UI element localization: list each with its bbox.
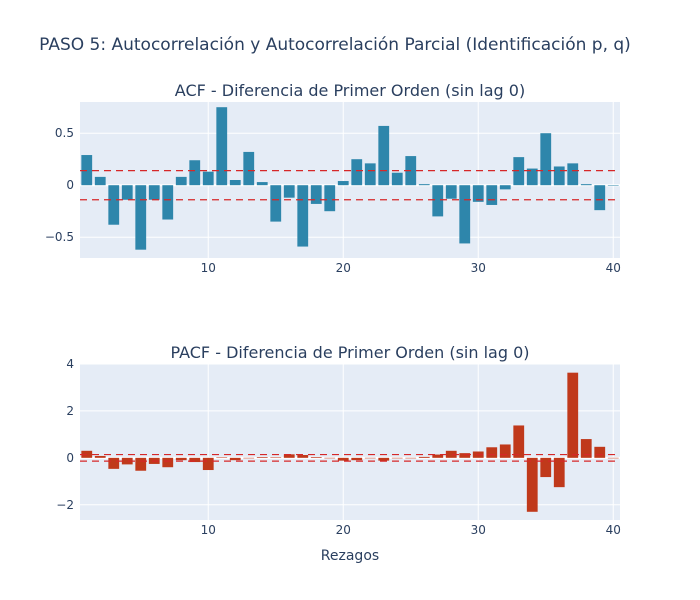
acf-bar [580, 184, 592, 186]
acf-bar [459, 185, 471, 244]
acf-ytick-label: 0 [66, 178, 74, 192]
pacf-bar [310, 457, 322, 458]
acf-title: ACF - Diferencia de Primer Orden (sin la… [175, 81, 525, 100]
acf-bar [499, 185, 511, 190]
pacf-bar [121, 457, 133, 465]
acf-bar [540, 133, 552, 186]
acf-bar [378, 125, 390, 186]
pacf-bar [513, 425, 525, 458]
acf-bar [256, 182, 268, 186]
acf-bar [310, 185, 322, 204]
pacf-bar [324, 457, 336, 459]
pacf-bar [445, 450, 457, 458]
pacf-bar [108, 457, 120, 469]
pacf-xlabel: Rezagos [321, 548, 379, 564]
pacf-xtick-label: 40 [606, 523, 621, 537]
acf-bar [162, 185, 174, 220]
acf-bar [553, 166, 565, 186]
acf-bar [270, 185, 282, 222]
pacf-bar [364, 457, 376, 459]
acf-bar [297, 185, 309, 247]
pacf-bar [594, 446, 606, 458]
pacf-bar [94, 455, 106, 458]
acf-xtick-label: 10 [201, 261, 216, 275]
pacf-bar [216, 457, 228, 458]
pacf-bar [459, 453, 471, 458]
pacf-bar [540, 457, 552, 478]
pacf-xtick-label: 30 [471, 523, 486, 537]
pacf-bar [580, 439, 592, 458]
acf-bar [418, 184, 430, 186]
pacf-bar [297, 455, 309, 458]
pacf-bar [553, 457, 565, 488]
figure-title: PASO 5: Autocorrelación y Autocorrelació… [39, 35, 631, 55]
pacf-ytick-label: −2 [56, 498, 74, 512]
pacf-bar [405, 457, 417, 459]
acf-bar [486, 185, 498, 205]
pacf-plot-area [80, 364, 620, 520]
acf-bar [175, 176, 187, 186]
acf-bar [108, 185, 120, 225]
pacf-xtick-label: 10 [201, 523, 216, 537]
pacf-bar [270, 457, 282, 458]
pacf-bar [162, 457, 174, 468]
acf-bar [216, 107, 228, 186]
acf-bar [324, 185, 336, 212]
acf-xtick-label: 40 [606, 261, 621, 275]
acf-bar [189, 160, 201, 186]
pacf-bar [486, 447, 498, 458]
pacf-bar [256, 457, 268, 458]
acf-bar [94, 176, 106, 186]
acf-plot-area [80, 102, 620, 258]
acf-bar [121, 185, 133, 200]
acf-xtick-label: 30 [471, 261, 486, 275]
acf-ytick-label: 0.5 [55, 126, 74, 140]
acf-bar [391, 172, 403, 186]
acf-bar [283, 185, 295, 198]
pacf-bar [243, 457, 255, 459]
acf-bar [364, 163, 376, 186]
pacf-bar [432, 454, 444, 458]
pacf-bar [175, 457, 187, 461]
acf-xtick-label: 20 [336, 261, 351, 275]
pacf-bar [351, 457, 363, 461]
pacf-bar [283, 454, 295, 458]
pacf-xtick-label: 20 [336, 523, 351, 537]
acf-panel: 10 20 30 40 −0.5 0 0.5 ACF - Diferencia de Pri… [45, 81, 621, 275]
acf-bar [567, 163, 579, 186]
pacf-bar [526, 457, 538, 512]
pacf-bar [202, 457, 214, 471]
acf-bar [243, 151, 255, 186]
acf-bar [472, 185, 484, 202]
pacf-bar [567, 372, 579, 458]
pacf-bar [378, 457, 390, 461]
acf-bar [229, 180, 241, 186]
acf-ytick-label: −0.5 [45, 230, 74, 244]
acf-bar [148, 185, 160, 200]
acf-bar [526, 168, 538, 186]
pacf-bar [135, 457, 147, 471]
acf-bar [351, 159, 363, 186]
pacf-bar [499, 444, 511, 458]
pacf-ytick-label: 4 [66, 357, 74, 371]
acf-bar [202, 171, 214, 186]
acf-bar [594, 185, 606, 211]
pacf-bar [189, 457, 201, 463]
pacf-panel: 10 20 30 40 −2 0 2 4 PACF - Diferencia de Prime… [56, 343, 621, 564]
acf-bar [337, 181, 349, 186]
pacf-title: PACF - Diferencia de Primer Orden (sin l… [170, 343, 529, 362]
pacf-ytick-label: 2 [66, 404, 74, 418]
acf-bar [432, 185, 444, 217]
acf-bar [445, 185, 457, 199]
pacf-bar [607, 457, 619, 459]
pacf-bar [229, 457, 241, 461]
pacf-bar [391, 457, 403, 459]
pacf-bar [337, 457, 349, 461]
pacf-ytick-label: 0 [66, 451, 74, 465]
acf-bar [607, 185, 619, 186]
pacf-bar [418, 456, 430, 458]
acf-bar [135, 185, 147, 250]
